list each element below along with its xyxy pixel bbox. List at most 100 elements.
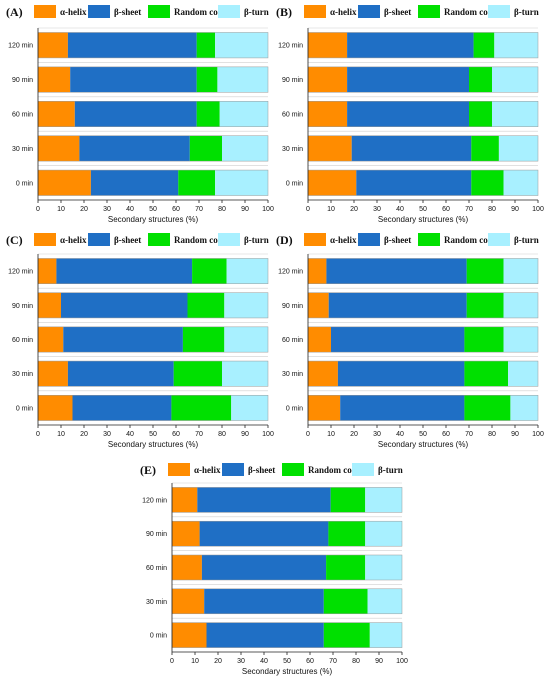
legend-swatch — [218, 5, 240, 18]
bar-segment-sheet — [90, 170, 179, 196]
x-tick-label: 80 — [218, 431, 226, 438]
y-tick-label: 90 min — [146, 531, 167, 538]
bar-segment-random-coil — [471, 170, 504, 196]
y-tick-label: 120 min — [8, 269, 33, 276]
legend-label: β-sheet — [114, 7, 141, 17]
bar-segment-sheet — [326, 258, 467, 284]
x-tick-label: 70 — [195, 206, 203, 213]
x-tick-label: 100 — [262, 206, 274, 213]
x-tick-label: 30 — [237, 658, 245, 665]
bar-segment-random-coil — [192, 258, 227, 284]
bar-segment-random-coil — [196, 101, 220, 127]
legend-swatch — [418, 233, 440, 246]
bar-segment-helix — [172, 622, 207, 648]
bar-segment-random-coil — [196, 32, 216, 58]
y-tick-label: 60 min — [12, 112, 33, 119]
y-tick-label: 0 min — [286, 180, 303, 187]
x-tick-label: 70 — [465, 206, 473, 213]
bar-segment-helix — [172, 554, 202, 581]
x-tick-label: 80 — [488, 206, 496, 213]
x-tick-label: 60 — [442, 206, 450, 213]
panel-a: (A) α-helix β-sheet Random coil β-turn 0 10 20 3… — [6, 5, 274, 224]
y-tick-label: 30 min — [146, 599, 167, 606]
bar-segment-helix — [308, 292, 329, 318]
legend-swatch — [282, 463, 304, 476]
bar-segment-helix — [308, 361, 338, 387]
legend-label: Random coil — [174, 7, 223, 17]
y-tick-label: 30 min — [12, 146, 33, 153]
bar-segment-turn — [508, 361, 538, 387]
legend-label: β-turn — [244, 235, 269, 245]
y-tick-label: 90 min — [282, 303, 303, 310]
x-tick-label: 80 — [352, 658, 360, 665]
x-tick-label: 100 — [262, 431, 274, 438]
legend-label: α-helix — [60, 235, 87, 245]
bar-segment-helix — [38, 326, 64, 353]
legend-label: Random coil — [444, 235, 493, 245]
legend-swatch — [358, 233, 380, 246]
x-tick-label: 90 — [511, 431, 519, 438]
bar-segment-turn — [510, 395, 538, 421]
y-tick-label: 90 min — [282, 77, 303, 84]
bar-segment-turn — [224, 326, 268, 353]
bar-segment-sheet — [340, 395, 465, 421]
x-tick-label: 10 — [57, 431, 65, 438]
legend-label: β-sheet — [114, 235, 141, 245]
y-tick-label: 0 min — [16, 180, 33, 187]
x-tick-label: 10 — [57, 206, 65, 213]
x-tick-label: 100 — [532, 431, 544, 438]
bar-segment-sheet — [67, 361, 174, 387]
bar-segment-helix — [38, 258, 57, 284]
x-tick-label: 100 — [396, 658, 408, 665]
legend-swatch — [358, 5, 380, 18]
bar-segment-sheet — [328, 292, 467, 318]
x-tick-label: 50 — [283, 658, 291, 665]
bar-segment-turn — [503, 292, 538, 318]
x-tick-label: 0 — [36, 431, 40, 438]
bar-segment-helix — [38, 66, 71, 93]
bar-segment-turn — [231, 395, 268, 421]
bar-segment-turn — [503, 326, 538, 353]
bar-segment-turn — [494, 32, 538, 58]
legend-label: β-sheet — [248, 465, 275, 475]
x-tick-label: 20 — [80, 206, 88, 213]
panel-c: (C) α-helix β-sheet Random coil β-turn 0 10 20 3… — [6, 233, 274, 449]
legend-swatch — [218, 233, 240, 246]
y-tick-label: 0 min — [286, 405, 303, 412]
bar-segment-random-coil — [469, 101, 492, 127]
bar-segment-random-coil — [473, 32, 495, 58]
bar-segment-sheet — [356, 170, 472, 196]
bar-segment-helix — [172, 521, 200, 547]
bar-segment-turn — [222, 361, 268, 387]
legend-label: β-sheet — [384, 7, 411, 17]
x-tick-label: 10 — [327, 431, 335, 438]
bar-segment-random-coil — [173, 361, 222, 387]
legend-swatch — [418, 5, 440, 18]
x-tick-label: 50 — [149, 431, 157, 438]
legend-swatch — [34, 233, 56, 246]
x-tick-label: 20 — [80, 431, 88, 438]
bar-segment-random-coil — [469, 66, 492, 93]
x-tick-label: 0 — [306, 206, 310, 213]
bar-segment-sheet — [331, 326, 465, 353]
x-tick-label: 50 — [419, 206, 427, 213]
x-tick-label: 10 — [327, 206, 335, 213]
x-tick-label: 20 — [214, 658, 222, 665]
bar-segment-helix — [308, 395, 341, 421]
y-tick-label: 60 min — [146, 565, 167, 572]
legend-swatch — [148, 233, 170, 246]
x-tick-label: 0 — [36, 206, 40, 213]
bar-segment-random-coil — [466, 258, 504, 284]
bar-segment-turn — [369, 622, 402, 648]
bar-segment-helix — [38, 395, 73, 421]
bar-segment-sheet — [61, 292, 188, 318]
x-axis-title: Secondary structures (%) — [108, 440, 199, 449]
bar-segment-turn — [224, 292, 268, 318]
y-tick-label: 120 min — [8, 43, 33, 50]
bar-segment-sheet — [197, 487, 331, 513]
y-tick-label: 90 min — [12, 77, 33, 84]
x-tick-label: 20 — [350, 206, 358, 213]
bar-segment-helix — [308, 326, 331, 353]
x-tick-label: 50 — [419, 431, 427, 438]
legend-label: α-helix — [330, 7, 357, 17]
